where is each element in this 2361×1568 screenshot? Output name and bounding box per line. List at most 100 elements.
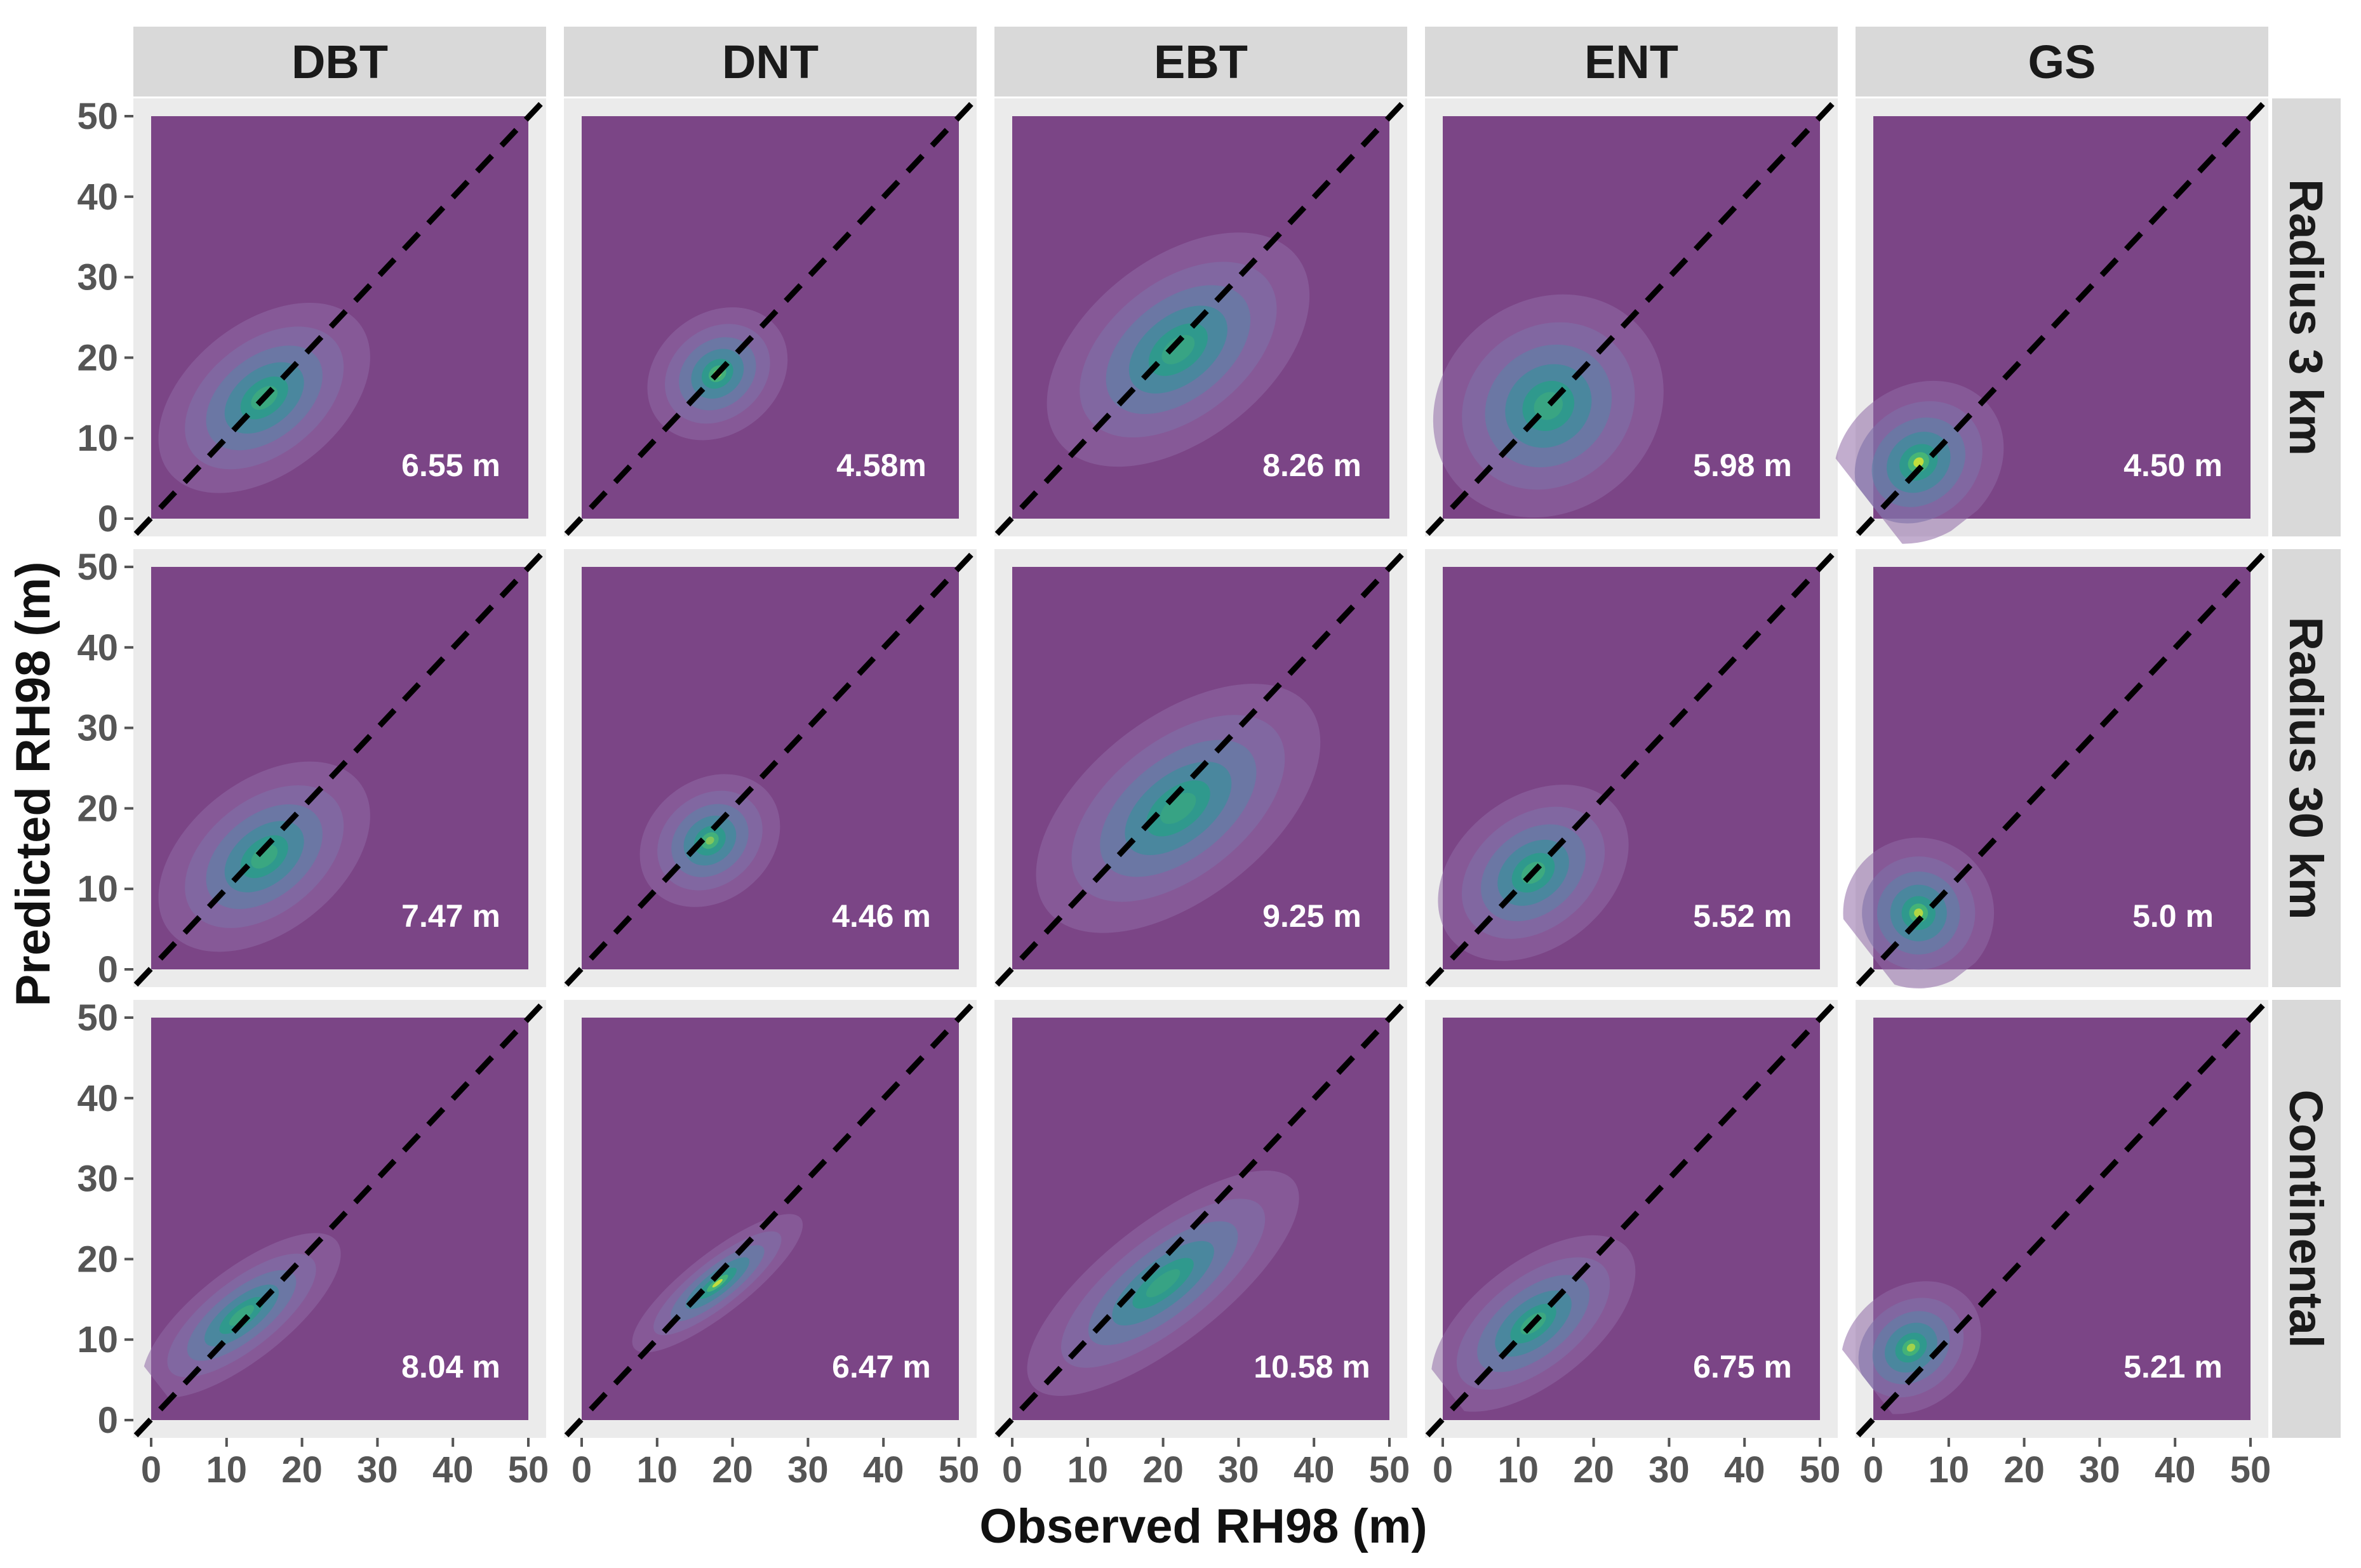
- x-tick-label: 50: [939, 1449, 980, 1491]
- rmse-label: 5.52 m: [1693, 898, 1792, 934]
- reference-line-1-1: [1856, 98, 2268, 536]
- row-strip-label: Radius 3 km: [2280, 179, 2332, 456]
- column-strip-dbt: DBT: [133, 27, 546, 96]
- panel-dbt-row-0: 6.55 m: [133, 98, 546, 536]
- y-tick-label: 20: [77, 788, 118, 829]
- x-tick-label: 40: [1294, 1449, 1335, 1491]
- x-tick-label: 30: [787, 1449, 829, 1491]
- x-tick-label: 50: [2230, 1449, 2271, 1491]
- rmse-label: 4.46 m: [832, 898, 931, 934]
- column-strip-background: [133, 27, 546, 96]
- density-contour-level-5: [1161, 335, 1195, 364]
- panel-ebt-row-0: 8.26 m: [994, 98, 1407, 536]
- y-tick-label: 40: [77, 176, 118, 218]
- x-tick-label: 0: [572, 1449, 592, 1491]
- reference-line-1-1: [133, 1000, 546, 1438]
- y-tick-label: 10: [77, 1319, 118, 1360]
- x-tick-label: 20: [1142, 1449, 1184, 1491]
- x-tick-label: 20: [1573, 1449, 1614, 1491]
- x-tick-label: 50: [1800, 1449, 1841, 1491]
- x-tick-label: 10: [206, 1449, 248, 1491]
- column-strip-label: DBT: [291, 36, 388, 88]
- density-contour-level-6: [1906, 1343, 1916, 1352]
- rmse-label: 7.47 m: [401, 898, 500, 934]
- column-strip-ent: ENT: [1425, 27, 1838, 96]
- x-tick-label: 20: [712, 1449, 753, 1491]
- density-contour-level-5: [1146, 1269, 1180, 1298]
- y-tick-label: 20: [77, 337, 118, 378]
- reference-line-1-1: [1856, 1000, 2268, 1438]
- rmse-label: 6.75 m: [1693, 1349, 1792, 1385]
- y-tick-label: 0: [98, 498, 118, 540]
- reference-line-1-1: [1856, 549, 2268, 987]
- column-strip-dnt: DNT: [564, 27, 977, 96]
- x-tick-label: 10: [1067, 1449, 1109, 1491]
- panel-dnt-row-0: 4.58m: [564, 98, 977, 536]
- column-strip-background: [994, 27, 1407, 96]
- x-tick-label: 0: [1863, 1449, 1883, 1491]
- reference-line-1-1: [564, 98, 977, 536]
- y-tick-label: 30: [77, 708, 118, 749]
- panel-ebt-row-2: 10.58 m: [994, 1000, 1407, 1438]
- rmse-label: 4.50 m: [2124, 448, 2223, 483]
- panel-ent-row-1: 5.52 m: [1425, 549, 1838, 987]
- x-tick-label: 30: [1218, 1449, 1259, 1491]
- panel-ent-row-0: 5.98 m: [1425, 98, 1838, 536]
- reference-line-1-1: [1425, 98, 1838, 536]
- column-strip-label: DNT: [722, 36, 819, 88]
- rmse-label: 5.98 m: [1693, 448, 1792, 483]
- facet-strips: DBT DNT EBT ENT GS Radius 3 km Radius 30 km Con…: [133, 27, 2341, 1438]
- density-contour-level-5: [229, 1305, 255, 1326]
- y-tick-label: 30: [77, 1159, 118, 1200]
- density-contour-level-4: [219, 1296, 264, 1334]
- row-strip-label: Continental: [2280, 1090, 2332, 1348]
- y-tick-label: 50: [77, 96, 118, 137]
- x-tick-label: 40: [1724, 1449, 1765, 1491]
- panel-dnt-row-1: 4.46 m: [564, 549, 977, 987]
- density-contour-level-6: [1913, 457, 1924, 467]
- y-tick-label: 30: [77, 257, 118, 298]
- reference-line-1-1: [1425, 1000, 1838, 1438]
- x-tick-label: 0: [141, 1449, 161, 1491]
- panel-dbt-row-2: 8.04 m: [133, 1000, 546, 1438]
- rmse-label: 8.26 m: [1262, 448, 1361, 483]
- panel-dbt-row-1: 7.47 m: [133, 549, 546, 987]
- column-strip-label: ENT: [1584, 36, 1678, 88]
- x-tick-label: 30: [1649, 1449, 1690, 1491]
- y-tick-label: 10: [77, 868, 118, 910]
- y-tick-label: 40: [77, 627, 118, 668]
- column-strip-gs: GS: [1856, 27, 2268, 96]
- x-tick-label: 50: [1369, 1449, 1410, 1491]
- x-tick-label: 20: [281, 1449, 323, 1491]
- axes: 0 10 20 30 40 50 0 10 20 30 40 50 0 10 20 30 40 50 0 10 20 30…: [77, 96, 2271, 1491]
- density-contour-level-4: [1132, 1258, 1194, 1309]
- x-tick-label: 10: [1498, 1449, 1539, 1491]
- rmse-label: 9.25 m: [1262, 898, 1361, 934]
- density-contour-level-4: [240, 835, 288, 879]
- y-tick-label: 0: [98, 1400, 118, 1441]
- column-strip-background: [1425, 27, 1838, 96]
- panel-ent-row-2: 6.75 m: [1425, 1000, 1838, 1438]
- density-contour-level-5: [701, 832, 719, 849]
- row-strip-background: [2272, 1000, 2341, 1438]
- row-strip-label: Radius 30 km: [2280, 616, 2332, 919]
- rmse-label: 4.58m: [836, 448, 926, 483]
- facet-panels: 6.55 m 4.58m 8.26 m 5.98 m 4.50 m 7.47 m 4.46 …: [133, 98, 2268, 1438]
- y-tick-label: 50: [77, 547, 118, 588]
- density-contour-level-5: [1160, 792, 1196, 824]
- x-tick-label: 40: [863, 1449, 904, 1491]
- x-tick-label: 10: [1929, 1449, 1970, 1491]
- row-strip-2: Continental: [2272, 1000, 2341, 1438]
- y-tick-label: 20: [77, 1239, 118, 1280]
- rmse-label: 8.04 m: [401, 1349, 500, 1385]
- row-strip-1: Radius 30 km: [2272, 549, 2341, 987]
- panel-dnt-row-2: 6.47 m: [564, 1000, 977, 1438]
- x-tick-label: 40: [2155, 1449, 2196, 1491]
- rmse-label: 5.0 m: [2132, 898, 2214, 934]
- reference-line-1-1: [564, 1000, 977, 1438]
- y-tick-label: 40: [77, 1078, 118, 1119]
- reference-line-1-1: [1425, 549, 1838, 987]
- panel-gs-row-1: 5.0 m: [1843, 549, 2268, 989]
- x-tick-label: 10: [637, 1449, 678, 1491]
